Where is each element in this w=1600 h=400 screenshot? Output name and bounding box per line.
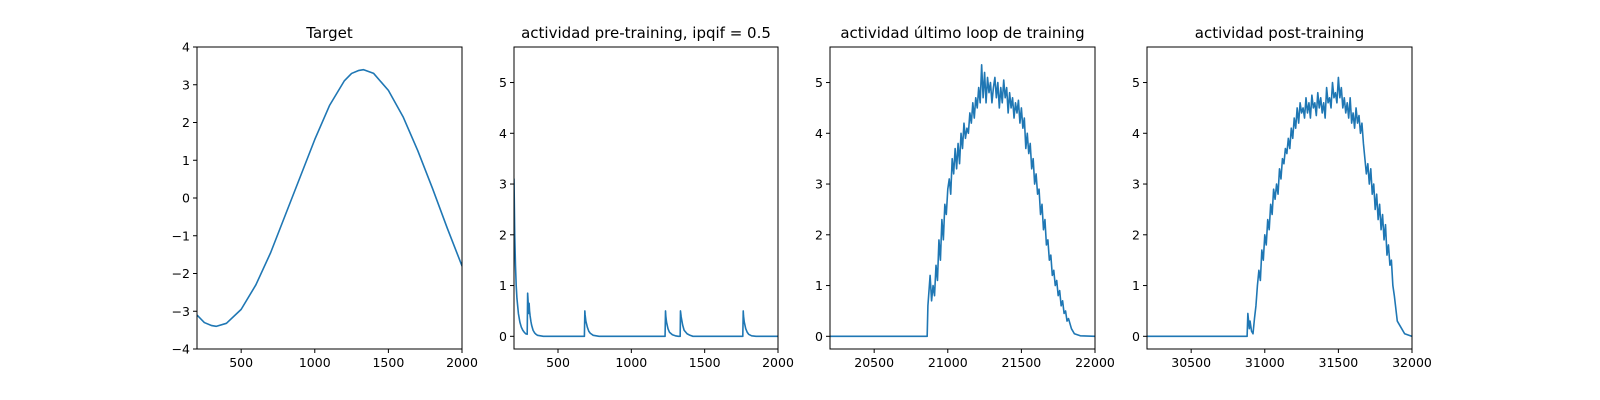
x-tick-label: 31500 (1319, 355, 1359, 370)
y-tick-label: 3 (815, 177, 823, 192)
y-tick-label: 1 (499, 278, 507, 293)
y-tick-label: 0 (815, 329, 823, 344)
y-tick-label: 2 (815, 227, 823, 242)
y-tick-label: −2 (172, 266, 190, 281)
x-tick-label: 2000 (446, 355, 478, 370)
axes-frame (829, 46, 1096, 350)
axes-frame (513, 46, 779, 350)
y-tick-label: 1 (815, 278, 823, 293)
x-tick-label: 1500 (689, 355, 721, 370)
y-tick-label: 3 (182, 77, 190, 92)
x-tick-label: 1500 (372, 355, 404, 370)
y-tick-label: 4 (182, 40, 190, 55)
y-tick-label: 2 (499, 227, 507, 242)
y-tick-label: 5 (499, 75, 507, 90)
y-tick-label: 1 (1132, 278, 1140, 293)
y-tick-label: 5 (1132, 75, 1140, 90)
chart-panel-1: Target 500 1000 1500 2000 −4 −3 −2 −1 0 1 2 3 4 (172, 24, 478, 370)
y-tick-label: 2 (182, 115, 190, 130)
series-line-1 (514, 178, 778, 338)
y-tick-label: 4 (499, 126, 507, 141)
y-tick-label: 1 (182, 153, 190, 168)
x-tick-label: 30500 (1171, 355, 1211, 370)
y-tick-label: 3 (1132, 177, 1140, 192)
x-tick-label: 21000 (928, 355, 968, 370)
series-line-1 (197, 68, 462, 328)
x-tick-label: 22000 (1075, 355, 1115, 370)
y-tick-label: 2 (1132, 227, 1140, 242)
axes-frame (1146, 46, 1413, 350)
chart-title: actividad último loop de training (840, 24, 1084, 42)
x-tick-label: 32000 (1392, 355, 1432, 370)
x-tick-label: 31000 (1245, 355, 1285, 370)
x-tick-label: 1000 (615, 355, 647, 370)
x-tick-label: 1000 (299, 355, 331, 370)
chart-title: actividad post-training (1195, 24, 1364, 42)
chart-title: Target (305, 24, 353, 42)
y-tick-label: 5 (815, 75, 823, 90)
series-line-1 (1147, 76, 1412, 338)
y-tick-label: −4 (172, 342, 190, 357)
y-tick-label: 4 (815, 126, 823, 141)
x-tick-label: 500 (229, 355, 253, 370)
y-tick-label: 0 (182, 191, 190, 206)
x-tick-label: 2000 (762, 355, 794, 370)
axes-frame (196, 46, 463, 350)
y-tick-label: 0 (499, 329, 507, 344)
chart-title: actividad pre-training, ipqif = 0.5 (521, 24, 771, 42)
y-tick-label: 4 (1132, 126, 1140, 141)
x-tick-label: 21500 (1002, 355, 1042, 370)
x-tick-label: 500 (546, 355, 570, 370)
y-tick-label: 3 (499, 177, 507, 192)
y-tick-label: 0 (1132, 329, 1140, 344)
y-tick-label: −3 (172, 304, 190, 319)
x-tick-label: 20500 (854, 355, 894, 370)
y-tick-label: −1 (172, 228, 190, 243)
series-line-1 (830, 63, 1095, 338)
